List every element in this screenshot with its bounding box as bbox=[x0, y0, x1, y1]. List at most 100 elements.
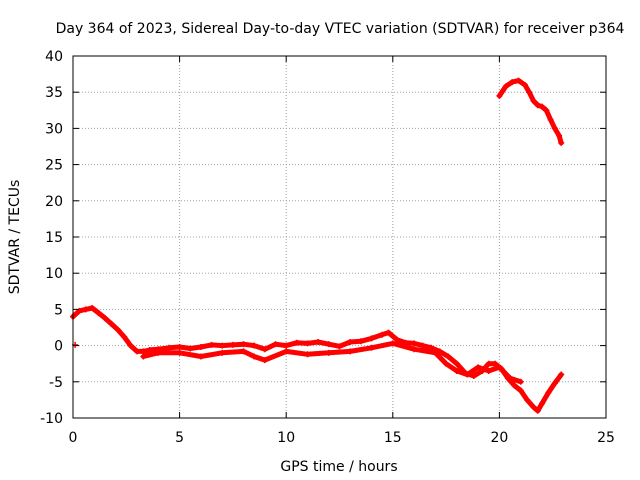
data-point bbox=[411, 340, 418, 347]
y-tick-label: 25 bbox=[45, 158, 63, 174]
y-axis-label: SDTVAR / TECUs bbox=[7, 180, 23, 295]
data-point bbox=[526, 89, 533, 96]
data-point bbox=[547, 116, 554, 123]
tick-labels: 0 5 10 15 20 25 -10 -5 0 5 10 15 20 25 30 35 40 bbox=[40, 49, 615, 446]
data-point bbox=[530, 404, 537, 411]
series-layer bbox=[70, 77, 565, 414]
data-point bbox=[524, 396, 531, 403]
data-point bbox=[443, 360, 450, 367]
data-point bbox=[293, 339, 300, 346]
x-tick-label: 15 bbox=[384, 430, 402, 446]
data-point bbox=[272, 341, 279, 348]
y-tick-label: 0 bbox=[54, 339, 63, 355]
data-point bbox=[304, 351, 311, 358]
data-point bbox=[76, 307, 83, 314]
y-tick-label: -5 bbox=[49, 375, 63, 391]
data-point bbox=[208, 341, 215, 348]
data-point bbox=[445, 353, 452, 360]
data-point bbox=[539, 103, 546, 110]
data-point bbox=[385, 329, 392, 336]
data-point bbox=[140, 353, 147, 360]
data-point bbox=[432, 349, 439, 356]
data-point bbox=[419, 342, 426, 349]
data-point bbox=[521, 81, 528, 88]
data-point bbox=[485, 367, 492, 374]
data-point bbox=[464, 371, 471, 378]
data-point bbox=[89, 304, 96, 311]
data-point bbox=[261, 357, 268, 364]
data-point bbox=[176, 344, 183, 351]
data-point bbox=[155, 349, 162, 356]
data-point bbox=[394, 336, 401, 343]
y-tick-label: 35 bbox=[45, 85, 63, 101]
data-point bbox=[325, 341, 332, 348]
data-point bbox=[325, 349, 332, 356]
data-point bbox=[368, 344, 375, 351]
data-point bbox=[283, 348, 290, 355]
data-point bbox=[251, 353, 258, 360]
data-point bbox=[436, 348, 443, 355]
data-point bbox=[534, 102, 541, 109]
tick-marks bbox=[72, 55, 607, 419]
data-point bbox=[534, 407, 541, 414]
data-point bbox=[240, 341, 247, 348]
x-axis-label: GPS time / hours bbox=[280, 459, 397, 475]
y-tick-label: 5 bbox=[54, 302, 63, 318]
data-point bbox=[496, 364, 503, 371]
data-point bbox=[509, 79, 516, 86]
data-point bbox=[336, 343, 343, 350]
data-point bbox=[379, 331, 386, 338]
y-tick-label: 40 bbox=[45, 49, 63, 65]
series-group bbox=[140, 340, 524, 385]
y-tick-label: 10 bbox=[45, 266, 63, 282]
data-point bbox=[101, 315, 108, 322]
data-point bbox=[251, 342, 258, 349]
data-point bbox=[515, 77, 522, 84]
data-point bbox=[304, 340, 311, 347]
data-point bbox=[558, 139, 565, 146]
data-point bbox=[114, 326, 121, 333]
data-point bbox=[229, 341, 236, 348]
data-point bbox=[197, 344, 204, 351]
data-point bbox=[347, 338, 354, 345]
grid-lines bbox=[73, 56, 606, 418]
data-point bbox=[470, 373, 477, 380]
y-tick-label: 15 bbox=[45, 230, 63, 246]
data-point bbox=[140, 348, 147, 355]
data-point bbox=[368, 335, 375, 342]
data-point bbox=[176, 349, 183, 356]
data-point bbox=[127, 342, 134, 349]
data-point bbox=[389, 340, 396, 347]
data-point bbox=[551, 125, 558, 132]
data-point bbox=[357, 338, 364, 345]
x-tick-label: 20 bbox=[490, 430, 508, 446]
data-point bbox=[108, 320, 115, 327]
data-point bbox=[219, 349, 226, 356]
data-point bbox=[539, 400, 546, 407]
data-point bbox=[82, 306, 89, 313]
data-point bbox=[543, 107, 550, 114]
y-tick-label: 30 bbox=[45, 121, 63, 137]
data-point bbox=[197, 353, 204, 360]
data-point bbox=[556, 132, 563, 139]
data-point bbox=[121, 333, 128, 340]
data-point bbox=[511, 382, 518, 389]
y-tick-label: -10 bbox=[40, 411, 63, 427]
data-point bbox=[507, 375, 514, 382]
data-point bbox=[219, 342, 226, 349]
data-point bbox=[187, 345, 194, 352]
data-point bbox=[240, 348, 247, 355]
data-point bbox=[517, 387, 524, 394]
data-point bbox=[496, 92, 503, 99]
data-point bbox=[453, 367, 460, 374]
x-tick-label: 25 bbox=[597, 430, 615, 446]
data-point bbox=[133, 348, 140, 355]
x-tick-label: 10 bbox=[277, 430, 295, 446]
data-point bbox=[95, 310, 102, 317]
data-point bbox=[453, 360, 460, 367]
x-tick-label: 5 bbox=[175, 430, 184, 446]
data-point bbox=[485, 360, 492, 367]
data-point bbox=[558, 371, 565, 378]
data-point bbox=[315, 338, 322, 345]
